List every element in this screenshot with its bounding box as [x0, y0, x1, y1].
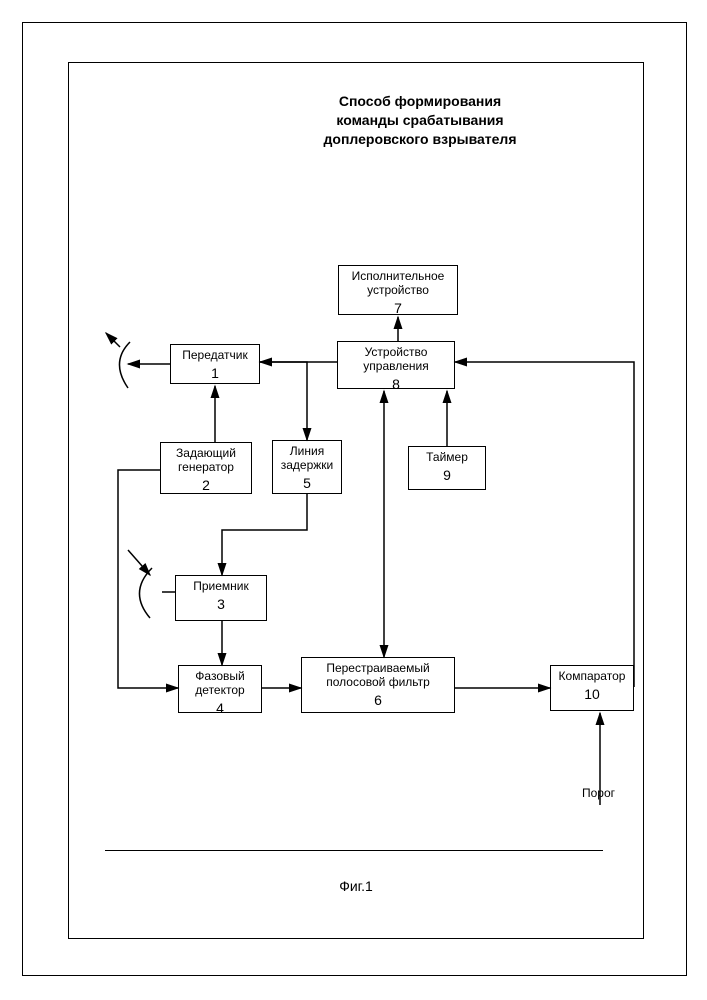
block-control-unit-label: Устройство управления [340, 346, 452, 374]
block-actuator-num: 7 [341, 300, 455, 316]
diagram-title: Способ формированиякоманды срабатыванияд… [300, 92, 540, 149]
block-timer: Таймер 9 [408, 446, 486, 490]
block-comparator: Компаратор 10 [550, 665, 634, 711]
block-control-unit: Устройство управления 8 [337, 341, 455, 389]
page-root: Способ формированиякоманды срабатыванияд… [0, 0, 707, 1000]
block-actuator: Исполнительное устройство 7 [338, 265, 458, 315]
threshold-label: Порог [582, 786, 615, 800]
block-comparator-num: 10 [553, 686, 631, 702]
block-master-oscillator-label: Задающий генератор [163, 447, 249, 475]
block-transmitter: Передатчик 1 [170, 344, 260, 384]
block-master-oscillator-num: 2 [163, 477, 249, 493]
block-receiver-label: Приемник [178, 580, 264, 594]
block-control-unit-num: 8 [340, 376, 452, 392]
figure-caption: Фиг.1 [326, 878, 386, 894]
caption-separator [105, 850, 603, 851]
block-transmitter-num: 1 [173, 365, 257, 381]
block-receiver: Приемник 3 [175, 575, 267, 621]
block-comparator-label: Компаратор [553, 670, 631, 684]
block-timer-num: 9 [411, 467, 483, 483]
block-delay-line-num: 5 [275, 475, 339, 491]
block-tunable-bandpass-filter: Перестраиваемый полосовой фильтр 6 [301, 657, 455, 713]
block-receiver-num: 3 [178, 596, 264, 612]
block-timer-label: Таймер [411, 451, 483, 465]
block-phase-detector: Фазовый детектор 4 [178, 665, 262, 713]
block-phase-detector-num: 4 [181, 700, 259, 716]
block-delay-line: Линия задержки 5 [272, 440, 342, 494]
block-transmitter-label: Передатчик [173, 349, 257, 363]
block-delay-line-label: Линия задержки [275, 445, 339, 473]
block-tunable-bandpass-filter-num: 6 [304, 692, 452, 708]
inner-frame [68, 62, 644, 939]
block-master-oscillator: Задающий генератор 2 [160, 442, 252, 494]
block-phase-detector-label: Фазовый детектор [181, 670, 259, 698]
block-tunable-bandpass-filter-label: Перестраиваемый полосовой фильтр [304, 662, 452, 690]
block-actuator-label: Исполнительное устройство [341, 270, 455, 298]
